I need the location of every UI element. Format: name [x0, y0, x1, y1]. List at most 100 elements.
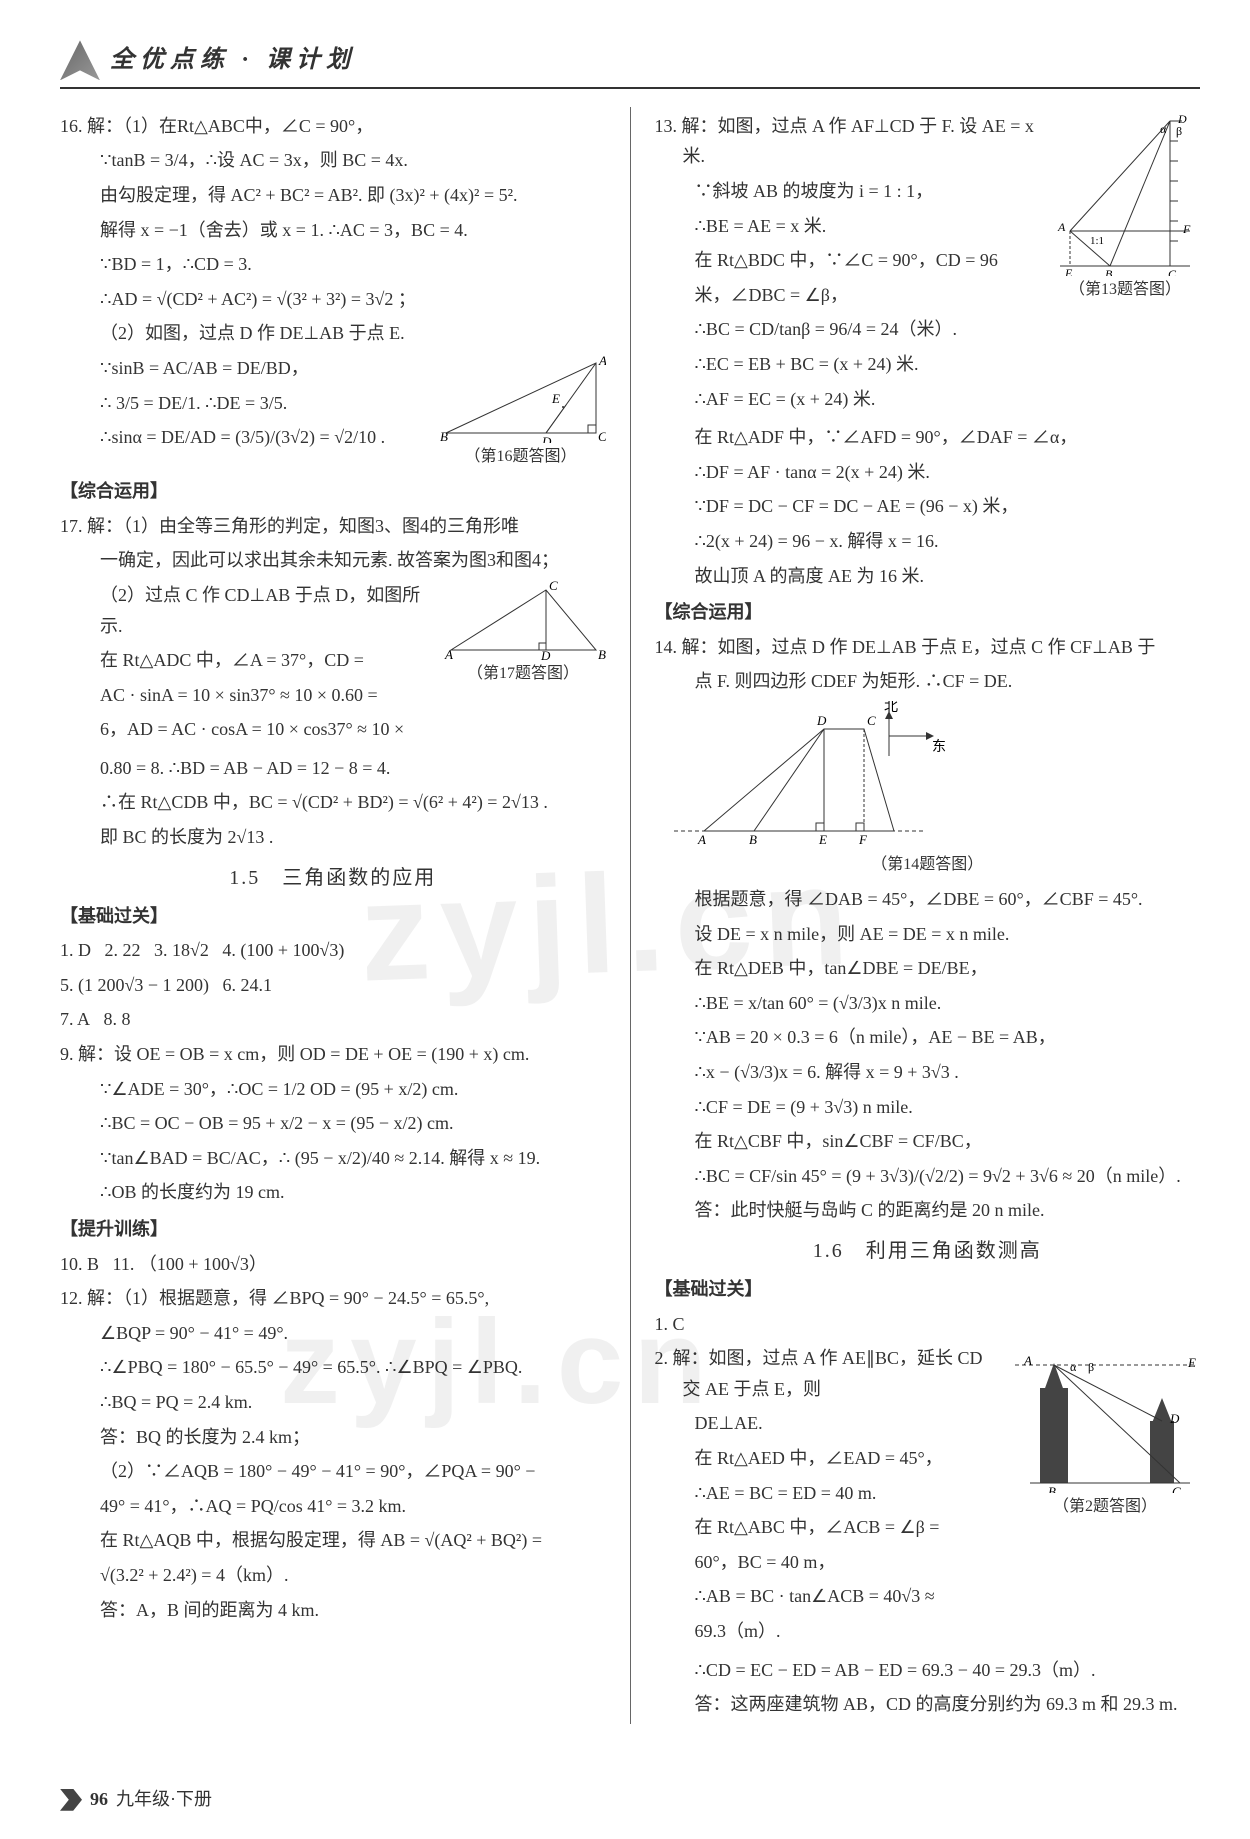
problem-14-line: ∴CF = DE = (9 + 3√3) n mile.	[654, 1092, 1200, 1123]
subsection-title-1-6: 1.6 利用三角函数测高	[654, 1234, 1200, 1268]
problem-12-line: 49° = 41°，∴AQ = PQ/cos 41° = 3.2 km.	[60, 1491, 606, 1522]
brand-logo-icon	[60, 40, 100, 80]
section-heading-comprehensive: 【综合运用】	[60, 476, 606, 507]
svg-text:E: E	[551, 391, 560, 406]
answers-row: 7. A 8. 8	[60, 1004, 606, 1035]
svg-text:D: D	[816, 713, 827, 728]
answer-1: 1. C	[654, 1309, 1200, 1340]
problem-14-line: 在 Rt△CBF 中，sin∠CBF = CF/BC，	[654, 1126, 1200, 1157]
problem-2-line: 60°，BC = 40 m，	[654, 1547, 1200, 1578]
footer-grade-label: 九年级·下册	[116, 1784, 212, 1815]
svg-text:A: A	[1057, 220, 1066, 234]
problem-16-line: ∵BD = 1，∴CD = 3.	[60, 249, 606, 280]
svg-text:C: C	[549, 580, 558, 593]
answer-11: 11. （100 + 100√3）	[113, 1254, 267, 1274]
column-divider	[630, 107, 631, 1724]
problem-13-line: 在 Rt△ADF 中，∵∠AFD = 90°，∠DAF = ∠α，	[654, 422, 1200, 453]
problem-2-line: ∴AB = BC · tan∠ACB = 40√3 ≈	[654, 1581, 1200, 1612]
svg-text:B: B	[598, 647, 606, 660]
problem-13-line: ∴EC = EB + BC = (x + 24) 米.	[654, 349, 1200, 380]
problem-17-line: 17. 解：（1）由全等三角形的判定，知图3、图4的三角形唯	[60, 511, 606, 542]
footer-page-number: 96	[90, 1784, 108, 1815]
figure-17-caption: （第17题答图）	[441, 660, 606, 687]
svg-text:A: A	[444, 647, 453, 660]
answer-6: 6. 24.1	[223, 975, 273, 995]
svg-text:东: 东	[932, 739, 946, 755]
answers-row: 1. D 2. 22 3. 18√2 4. (100 + 100√3)	[60, 935, 606, 966]
answer-5: 5. (1 200√3 − 1 200)	[60, 975, 209, 995]
problem-2-line: 69.3（m）.	[654, 1616, 1200, 1647]
problem-13-line: ∴DF = AF · tanα = 2(x + 24) 米.	[654, 457, 1200, 488]
svg-text:D: D	[540, 648, 551, 660]
svg-text:β: β	[1176, 124, 1182, 138]
svg-text:1:1: 1:1	[1090, 235, 1104, 247]
problem-14-line: ∵AB = 20 × 0.3 = 6（n mile），AE − BE = AB，	[654, 1022, 1200, 1053]
subsection-title-1-5: 1.5 三角函数的应用	[60, 861, 606, 895]
svg-text:C: C	[598, 429, 606, 443]
problem-17-line: 6，AD = AC · cosA = 10 × cos37° ≈ 10 ×	[60, 714, 606, 745]
svg-text:C: C	[867, 713, 876, 728]
svg-text:B: B	[1048, 1484, 1056, 1493]
problem-17-line: 0.80 = 8. ∴BD = AB − AD = 12 − 8 = 4.	[60, 753, 606, 784]
problem-16-line: ∵tanB = 3/4，∴设 AC = 3x，则 BC = 4x.	[60, 145, 606, 176]
problem-9-line: ∴OB 的长度约为 19 cm.	[60, 1177, 606, 1208]
problem-12-line: √(3.2² + 2.4²) = 4（km）.	[60, 1560, 606, 1591]
problem-17-line: 一确定，因此可以求出其余未知元素. 故答案为图3和图4；	[60, 545, 606, 576]
svg-text:A: A	[697, 832, 706, 847]
problem-16-line: （2）如图，过点 D 作 DE⊥AB 于点 E.	[60, 318, 606, 349]
problem-16-line: 16. 解：（1）在Rt△ABC中，∠C = 90°，	[60, 111, 606, 142]
footer-chevron-icon	[60, 1789, 82, 1811]
problem-9-line: ∵∠ADE = 30°，∴OC = 1/2 OD = (95 + x/2) cm…	[60, 1074, 606, 1105]
figure-2: A E α β D B C （第2题答图）	[1010, 1343, 1200, 1520]
figure-13-svg: A F E B C D α β 1:1	[1050, 111, 1200, 276]
figure-13-caption: （第13题答图）	[1050, 276, 1200, 303]
problem-12-line: 答：BQ 的长度为 2.4 km；	[60, 1422, 606, 1453]
problem-14-line: ∴BC = CF/sin 45° = (9 + 3√3)/(√2/2) = 9√…	[654, 1161, 1200, 1192]
problem-12-line: 12. 解：（1）根据题意，得 ∠BPQ = 90° − 24.5° = 65.…	[60, 1283, 606, 1314]
svg-text:北: 北	[884, 701, 898, 715]
triangle-17-svg: A D B C	[441, 580, 606, 660]
answer-2: 2. 22	[105, 940, 141, 960]
answers-row: 10. B 11. （100 + 100√3）	[60, 1249, 606, 1280]
problem-2-line: 答：这两座建筑物 AB，CD 的高度分别约为 69.3 m 和 29.3 m.	[654, 1689, 1200, 1720]
svg-text:C: C	[1172, 1484, 1181, 1493]
answer-4: 4. (100 + 100√3)	[222, 940, 344, 960]
svg-text:α: α	[1070, 1360, 1077, 1374]
svg-text:A: A	[598, 353, 606, 368]
svg-text:F: F	[858, 832, 868, 847]
problem-13-line: ∴2(x + 24) = 96 − x. 解得 x = 16.	[654, 526, 1200, 557]
problem-12-line: ∴BQ = PQ = 2.4 km.	[60, 1387, 606, 1418]
two-column-layout: 16. 解：（1）在Rt△ABC中，∠C = 90°， ∵tanB = 3/4，…	[60, 107, 1200, 1724]
left-column: 16. 解：（1）在Rt△ABC中，∠C = 90°， ∵tanB = 3/4，…	[60, 107, 606, 1724]
problem-12-line: ∴∠PBQ = 180° − 65.5° − 49° = 65.5°. ∴∠BP…	[60, 1352, 606, 1383]
answers-row: 5. (1 200√3 − 1 200) 6. 24.1	[60, 970, 606, 1001]
triangle-16-svg: B D C A E	[436, 353, 606, 443]
problem-13-line: ∴BC = CD/tanβ = 96/4 = 24（米）.	[654, 314, 1200, 345]
problem-13-line: ∴AF = EC = (x + 24) 米.	[654, 384, 1200, 415]
figure-14-caption: （第14题答图）	[654, 851, 1200, 878]
problem-14-line: 根据题意，得 ∠DAB = 45°，∠DBE = 60°，∠CBF = 45°.	[654, 884, 1200, 915]
problem-17-line: ∴在 Rt△CDB 中，BC = √(CD² + BD²) = √(6² + 4…	[60, 787, 606, 818]
problem-16-line: 解得 x = −1（舍去）或 x = 1. ∴AC = 3，BC = 4.	[60, 215, 606, 246]
answer-8: 8. 8	[104, 1009, 131, 1029]
svg-text:A: A	[1023, 1353, 1032, 1368]
problem-14-line: ∴BE = x/tan 60° = (√3/3)x n mile.	[654, 988, 1200, 1019]
answer-1: 1. D	[60, 940, 91, 960]
problem-16-line: 由勾股定理，得 AC² + BC² = AB². 即 (3x)² + (4x)²…	[60, 180, 606, 211]
problem-9-line: ∵tan∠BAD = BC/AC，∴ (95 − x/2)/40 ≈ 2.14.…	[60, 1143, 606, 1174]
problem-14-line: 在 Rt△DEB 中，tan∠DBE = DE/BE，	[654, 953, 1200, 984]
problem-14-line: 14. 解：如图，过点 D 作 DE⊥AB 于点 E，过点 C 作 CF⊥AB …	[654, 632, 1200, 663]
page-footer: 96 九年级·下册	[60, 1784, 212, 1815]
problem-17-line: 即 BC 的长度为 2√13 .	[60, 822, 606, 853]
svg-text:D: D	[1169, 1411, 1180, 1426]
svg-text:D: D	[541, 434, 552, 443]
svg-text:F: F	[1182, 222, 1191, 236]
problem-9-line: ∴BC = OC − OB = 95 + x/2 − x = (95 − x/2…	[60, 1108, 606, 1139]
problem-14-line: 设 DE = x n mile，则 AE = DE = x n mile.	[654, 919, 1200, 950]
figure-13: A F E B C D α β 1:1 （第13题答图）	[1050, 111, 1200, 303]
figure-2-svg: A E α β D B C	[1010, 1343, 1200, 1493]
problem-12-line: （2）∵∠AQB = 180° − 49° − 41° = 90°，∠PQA =…	[60, 1456, 606, 1487]
figure-2-caption: （第2题答图）	[1010, 1493, 1200, 1520]
figure-14-wrap: 北 东 A B E F D C （第14题答图）	[654, 701, 1200, 878]
problem-2-line: ∴CD = EC − ED = AB − ED = 69.3 − 40 = 29…	[654, 1655, 1200, 1686]
